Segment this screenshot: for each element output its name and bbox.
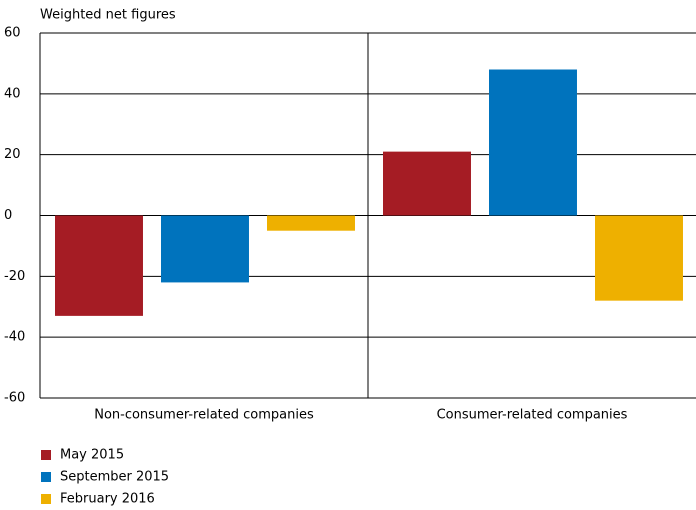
bar: [383, 151, 471, 216]
y-tick-label: 0: [4, 208, 12, 223]
y-tick-label: -60: [4, 391, 25, 406]
bar: [161, 215, 249, 283]
x-tick-label: Non-consumer-related companies: [94, 408, 314, 423]
bar: [267, 215, 355, 231]
x-tick-label: Consumer-related companies: [437, 408, 628, 423]
bar: [489, 69, 577, 216]
bar: [55, 215, 143, 316]
chart-subtitle: Weighted net figures: [40, 8, 176, 23]
y-tick-label: 60: [4, 26, 21, 41]
y-tick-label: 40: [4, 86, 21, 101]
legend-label: February 2016: [60, 492, 155, 507]
legend-label: September 2015: [60, 470, 169, 485]
legend-swatch: [41, 494, 51, 504]
y-tick-label: 20: [4, 147, 21, 162]
legend-label: May 2015: [60, 448, 124, 463]
legend-swatch: [41, 472, 51, 482]
y-tick-label: -40: [4, 330, 25, 345]
y-tick-label: -20: [4, 269, 25, 284]
legend-swatch: [41, 450, 51, 460]
bar: [595, 215, 683, 301]
